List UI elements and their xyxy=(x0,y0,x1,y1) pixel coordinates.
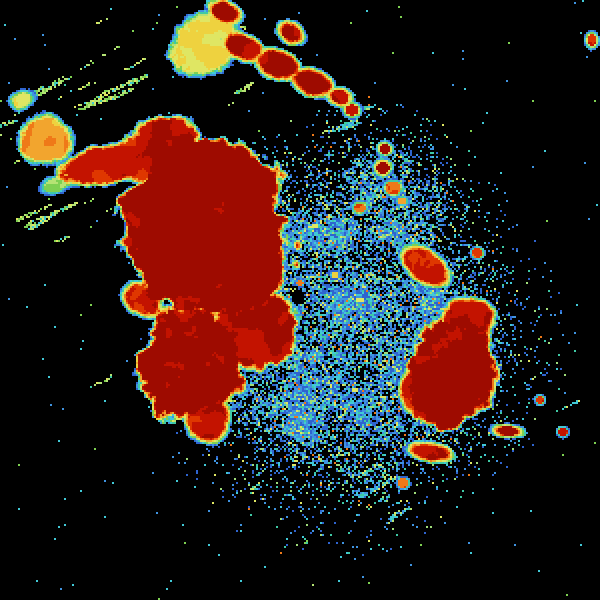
radar-display xyxy=(0,0,600,600)
radar-reflectivity-canvas xyxy=(0,0,600,600)
